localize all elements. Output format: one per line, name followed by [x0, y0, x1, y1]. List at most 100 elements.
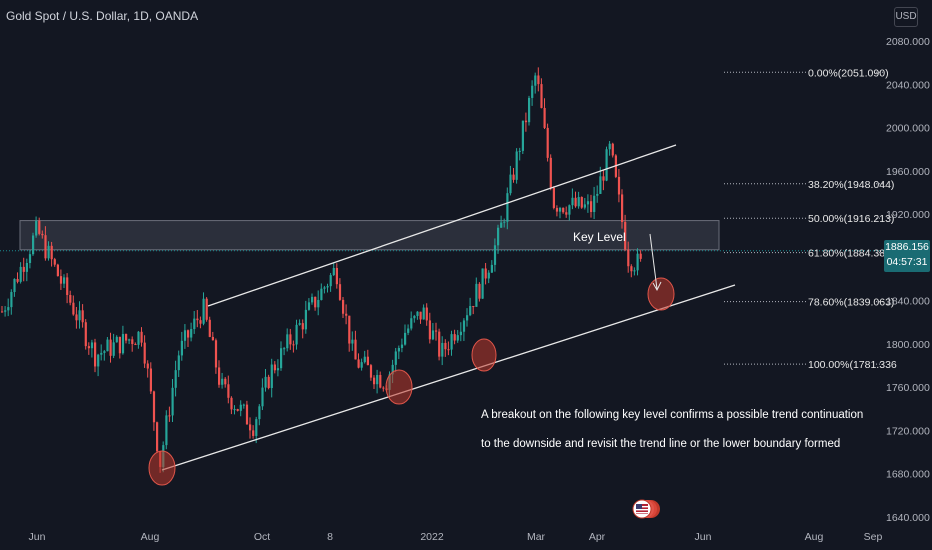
candle-body	[174, 370, 177, 388]
fib-level-label: 61.80%(1884.382)	[808, 248, 894, 260]
candle-body	[233, 409, 236, 411]
price-tick-label: 1760.000	[886, 382, 930, 394]
price-tick-label: 1840.000	[886, 296, 930, 308]
candle-body	[249, 424, 252, 431]
candle-body	[69, 294, 72, 303]
candle-body	[25, 262, 28, 272]
candle-body	[152, 391, 156, 423]
price-tick-label: 1640.000	[886, 512, 930, 524]
candle-body	[35, 220, 38, 236]
chart-overlays: Key Level 0.00%(2051.090) 38.20%(1948.044)…	[148, 67, 897, 486]
candle-body	[348, 315, 351, 344]
candle-body	[425, 307, 428, 321]
price-axis: 2080.000 2040.000 2000.000 1960.000 1920.000…	[886, 36, 930, 524]
candle-body	[506, 193, 509, 222]
candle-body	[90, 342, 94, 349]
candle-body	[221, 378, 224, 385]
candle-body	[512, 174, 515, 180]
candle-body	[475, 283, 478, 307]
us-flag-events-icon[interactable]	[632, 496, 660, 522]
candle-body	[497, 227, 500, 246]
candle-body	[41, 233, 44, 236]
candle-body	[94, 342, 97, 367]
candle-body	[87, 346, 90, 349]
candle-body	[531, 85, 534, 98]
candle-body	[503, 221, 506, 223]
candle-body	[357, 359, 360, 368]
candle-body	[546, 127, 549, 158]
candle-body	[252, 430, 255, 436]
candle-body	[53, 259, 56, 265]
bar-countdown: 04:57:31	[886, 256, 928, 268]
candle-body	[280, 348, 283, 369]
candle-body	[134, 344, 137, 346]
candle-body	[435, 330, 438, 332]
candle-body	[44, 235, 47, 259]
candle-body	[320, 288, 323, 300]
candle-body	[580, 197, 583, 208]
candle-body	[342, 299, 345, 314]
candle-body	[301, 323, 304, 330]
candle-body	[131, 339, 134, 345]
projection-arrowhead	[652, 281, 662, 292]
candle-body	[59, 276, 63, 284]
price-tick-label: 1720.000	[886, 425, 930, 437]
candle-body	[577, 197, 580, 207]
candle-body	[97, 354, 100, 367]
candle-body	[22, 266, 25, 272]
candle-body	[630, 266, 633, 272]
candle-body	[447, 349, 450, 351]
candle-body	[534, 75, 537, 86]
candle-body	[115, 336, 118, 343]
candle-body	[255, 419, 258, 436]
candle-body	[369, 365, 373, 378]
candle-body	[323, 287, 326, 289]
candle-body	[354, 339, 357, 360]
candle-body	[438, 331, 441, 357]
candle-body	[317, 299, 320, 308]
candle-body	[335, 267, 338, 285]
candle-body	[66, 277, 69, 295]
candle-body	[261, 387, 264, 407]
candle-body	[400, 344, 404, 348]
candle-body	[56, 264, 59, 277]
candle-body	[193, 318, 196, 330]
time-axis: Jun Aug Oct 8 2022 Mar Apr Jun Aug Sep	[29, 531, 883, 543]
candle-body	[379, 374, 382, 388]
candle-body	[351, 339, 354, 344]
candle-body	[568, 205, 571, 215]
candle-body	[183, 330, 187, 341]
candle-body	[394, 351, 397, 365]
candle-body	[599, 176, 602, 194]
fib-level-label: 50.00%(1916.213)	[808, 213, 894, 225]
time-tick-label: Oct	[254, 531, 270, 543]
candle-body	[227, 384, 230, 398]
candle-body	[363, 356, 366, 363]
candle-body	[453, 334, 456, 341]
candle-body	[639, 253, 642, 259]
candle-body	[276, 368, 280, 371]
candlestick-series	[0, 67, 884, 473]
candle-body	[218, 367, 221, 385]
candle-body	[528, 97, 531, 123]
candle-body	[314, 296, 317, 308]
candle-body	[404, 332, 407, 345]
candle-body	[81, 310, 84, 323]
candle-body	[444, 342, 447, 350]
current-price-tag: 1886.156 04:57:31	[884, 240, 930, 272]
time-tick-label: Apr	[589, 531, 606, 543]
candle-body	[28, 254, 32, 263]
candle-body	[78, 310, 81, 321]
candle-body	[199, 320, 202, 324]
candle-body	[7, 307, 10, 311]
candle-body	[239, 404, 242, 411]
candle-body	[521, 120, 524, 151]
key-level-label: Key Level	[573, 230, 626, 244]
candle-body	[140, 331, 143, 343]
candle-body	[106, 339, 109, 352]
candle-body	[100, 352, 103, 355]
candle-body	[422, 307, 425, 320]
currency-button[interactable]: USD	[894, 7, 918, 27]
price-tick-label: 2000.000	[886, 123, 930, 135]
